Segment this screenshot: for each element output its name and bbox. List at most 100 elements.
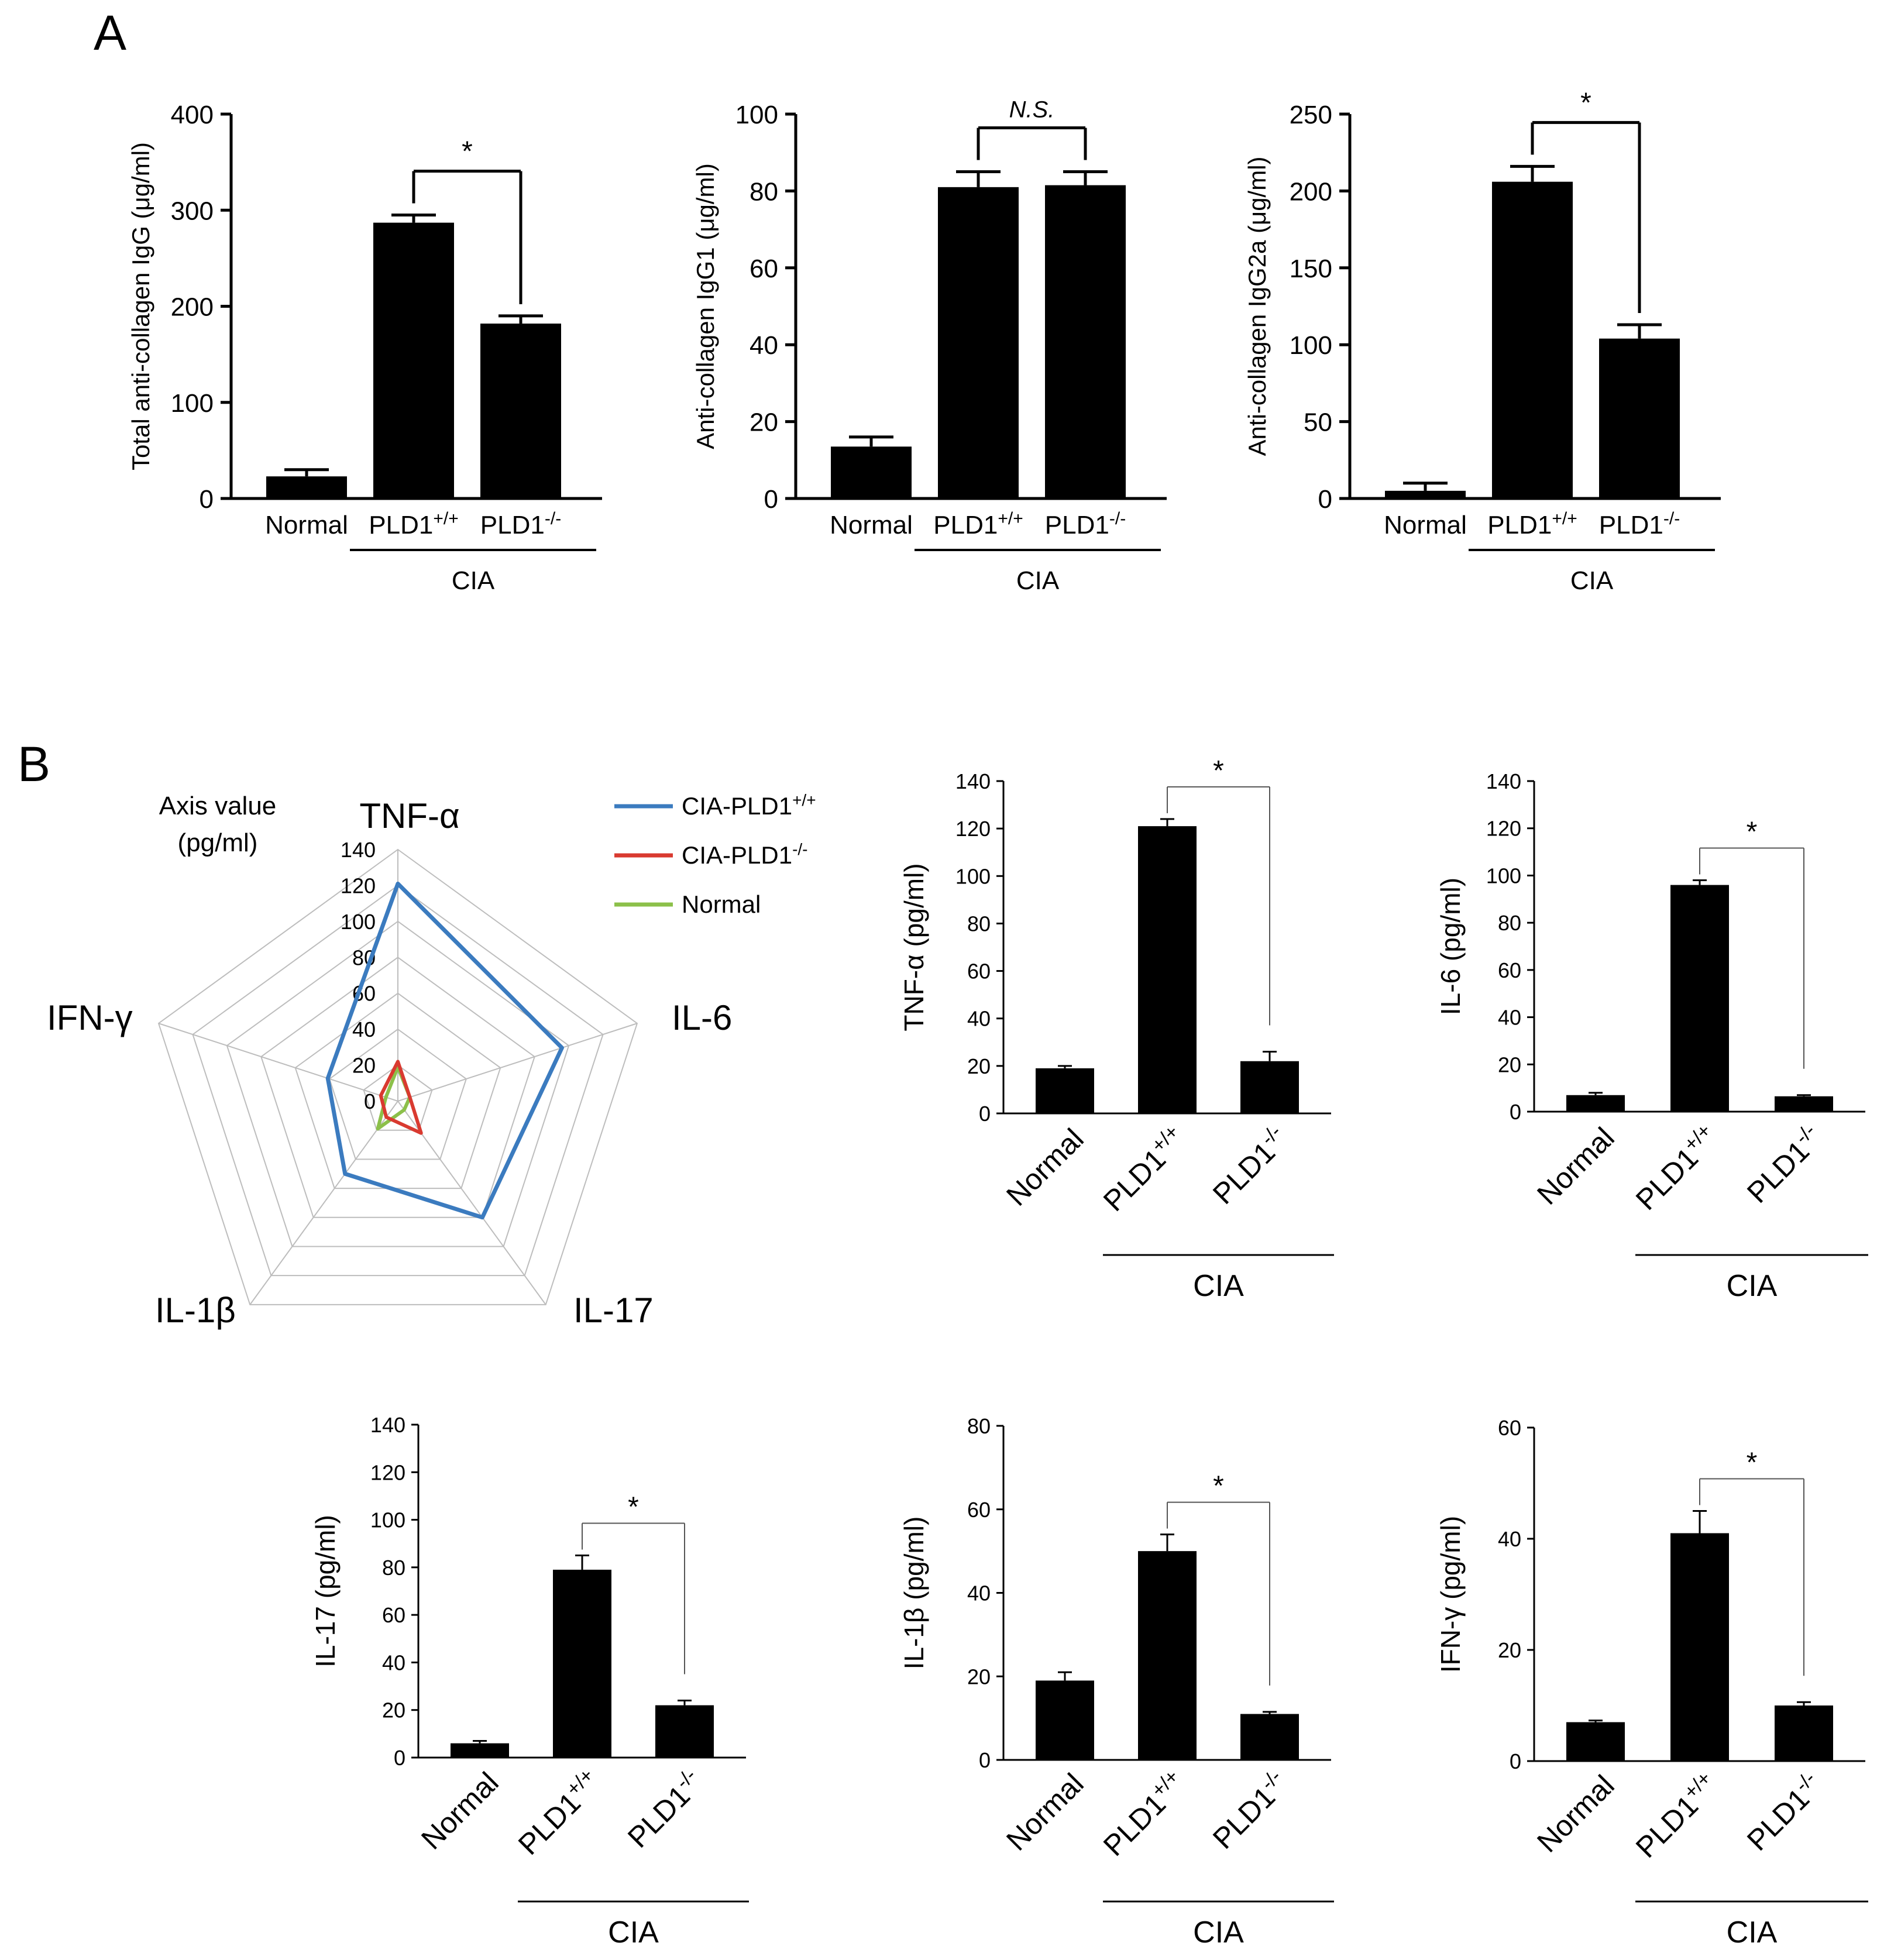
category-label: Normal xyxy=(1000,1767,1090,1857)
y-tick-label: 100 xyxy=(171,389,214,418)
y-tick-label: 0 xyxy=(1510,1749,1521,1773)
category-label: PLD1-/- xyxy=(1045,509,1126,540)
radar-axis-label: IL-6 xyxy=(672,998,732,1037)
y-tick-label: 60 xyxy=(382,1603,405,1627)
y-tick-label: 40 xyxy=(967,1581,991,1605)
radar-grid xyxy=(294,992,501,1189)
bar xyxy=(1670,885,1729,1112)
radar-tick-label: 40 xyxy=(352,1017,376,1041)
significance-marker: * xyxy=(628,1492,639,1523)
bar xyxy=(655,1705,714,1758)
group-label: CIA xyxy=(1727,1916,1778,1949)
radar-spoke xyxy=(397,1023,638,1102)
y-tick-label: 100 xyxy=(1486,864,1521,888)
y-tick-label: 140 xyxy=(955,769,991,793)
y-tick-label: 60 xyxy=(1498,958,1521,982)
category-label: Normal xyxy=(830,511,913,539)
radar-axis-label: IL-1β xyxy=(155,1291,236,1330)
y-axis-label: Total anti-collagen IgG (μg/ml) xyxy=(127,142,154,470)
category-label: PLD1+/+ xyxy=(1095,1765,1192,1862)
y-tick-label: 20 xyxy=(750,408,778,437)
y-tick-label: 20 xyxy=(1498,1638,1521,1662)
radar-spoke xyxy=(397,1101,546,1305)
y-tick-label: 20 xyxy=(1498,1053,1521,1077)
y-tick-label: 400 xyxy=(171,101,214,129)
y-tick-label: 150 xyxy=(1290,255,1332,283)
radar-series xyxy=(379,1060,423,1135)
category-label: PLD1-/- xyxy=(1739,1767,1829,1857)
bar xyxy=(831,446,912,498)
bar xyxy=(553,1569,611,1758)
category-label: PLD1+/+ xyxy=(1095,1120,1192,1218)
group-label: CIA xyxy=(1570,566,1614,595)
y-tick-label: 0 xyxy=(200,485,214,514)
category-label: PLD1+/+ xyxy=(1487,509,1577,540)
category-label: Normal xyxy=(1531,1769,1621,1859)
y-tick-label: 40 xyxy=(1498,1006,1521,1030)
bar xyxy=(1036,1068,1094,1113)
group-label: CIA xyxy=(608,1916,659,1949)
chart-il1b: 0 20 40 60 80 IL-1β (pg/ml) Normal PLD1+/+ PLD1-… xyxy=(899,1414,1334,1949)
radar-axis-title: Axis value xyxy=(159,792,277,820)
significance-marker: * xyxy=(1747,817,1758,848)
category-label: PLD1+/+ xyxy=(510,1764,607,1861)
bar xyxy=(1775,1705,1833,1761)
radar-tick-label: 0 xyxy=(364,1089,376,1113)
y-tick-label: 0 xyxy=(979,1102,991,1126)
radar-grid xyxy=(328,1028,467,1160)
y-axis-label: IFN-γ (pg/ml) xyxy=(1435,1516,1466,1673)
significance-marker: * xyxy=(1747,1447,1758,1478)
radar-axis-label: TNF-α xyxy=(359,796,459,835)
y-tick-label: 0 xyxy=(1510,1100,1521,1124)
y-tick-label: 120 xyxy=(955,817,991,841)
category-label: PLD1+/+ xyxy=(1628,1119,1725,1216)
category-label: Normal xyxy=(1531,1121,1621,1211)
category-label: Normal xyxy=(415,1766,505,1856)
y-tick-label: 0 xyxy=(394,1746,405,1770)
bar xyxy=(938,187,1019,499)
category-label: PLD1+/+ xyxy=(933,509,1023,540)
y-axis-label: Anti-collagen IgG2a (μg/ml) xyxy=(1243,156,1271,456)
bar xyxy=(480,324,561,498)
bar xyxy=(1138,1551,1197,1760)
y-tick-label: 140 xyxy=(370,1413,405,1437)
bar xyxy=(1599,338,1680,498)
radar-axis-label: IL-17 xyxy=(573,1291,654,1330)
y-tick-label: 100 xyxy=(1290,331,1332,360)
y-tick-label: 80 xyxy=(967,1414,991,1438)
significance-marker: N.S. xyxy=(1009,97,1055,123)
y-tick-label: 40 xyxy=(750,331,778,360)
category-label: Normal xyxy=(1000,1122,1090,1212)
y-axis-label: TNF-α (pg/ml) xyxy=(899,863,929,1031)
y-tick-label: 80 xyxy=(967,912,991,936)
y-axis-label: Anti-collagen IgG1 (μg/ml) xyxy=(692,163,719,449)
bar xyxy=(451,1743,509,1758)
radar-grid xyxy=(157,848,638,1305)
legend-label: Normal xyxy=(682,890,761,918)
radar-tick-label: 20 xyxy=(352,1054,376,1078)
y-tick-label: 140 xyxy=(1486,769,1521,793)
y-tick-label: 40 xyxy=(967,1007,991,1031)
y-tick-label: 100 xyxy=(735,101,778,129)
y-tick-label: 200 xyxy=(1290,177,1332,206)
bar xyxy=(1566,1722,1625,1761)
radar-spoke xyxy=(158,1023,398,1102)
category-label: Normal xyxy=(1384,511,1467,539)
bar xyxy=(1045,185,1126,498)
y-tick-label: 20 xyxy=(967,1665,991,1689)
radar-grid xyxy=(363,1064,433,1131)
significance-marker: * xyxy=(1580,87,1591,118)
group-label: CIA xyxy=(452,566,495,595)
significance-marker: * xyxy=(1213,755,1224,786)
y-tick-label: 60 xyxy=(967,1498,991,1522)
radar-series xyxy=(325,881,564,1220)
y-tick-label: 120 xyxy=(370,1460,405,1484)
y-tick-label: 0 xyxy=(1318,485,1332,514)
y-tick-label: 80 xyxy=(1498,911,1521,935)
radar-axis-title: (pg/ml) xyxy=(178,828,258,857)
group-label: CIA xyxy=(1193,1269,1244,1303)
